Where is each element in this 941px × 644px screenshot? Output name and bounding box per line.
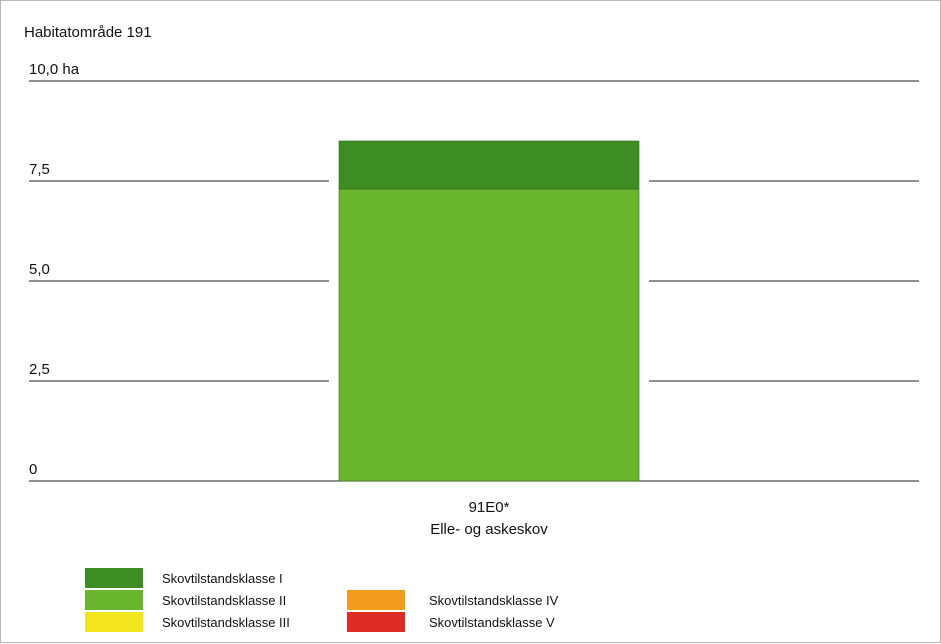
y-tick-label: 2,5 <box>29 361 50 378</box>
category-name: Elle- og askeskov <box>430 521 548 538</box>
chart-title: Habitatområde 191 <box>24 24 152 41</box>
bars <box>338 140 640 482</box>
gridlines: 0 2,5 5,0 7,5 10,0 ha <box>29 61 919 482</box>
legend-label-1: Skovtilstandsklasse I <box>162 571 283 586</box>
legend-swatch-5 <box>347 612 405 632</box>
y-tick-label: 10,0 ha <box>29 61 80 78</box>
category-labels: 91E0* Elle- og askeskov <box>430 499 548 538</box>
legend-swatch-1 <box>85 568 143 588</box>
legend-swatch-2 <box>85 590 143 610</box>
legend-swatch-3 <box>85 612 143 632</box>
legend: Skovtilstandsklasse I Skovtilstandsklasse… <box>85 568 559 632</box>
y-tick-label: 7,5 <box>29 161 50 178</box>
legend-label-4: Skovtilstandsklasse IV <box>429 593 559 608</box>
category-code: 91E0* <box>469 499 510 516</box>
legend-label-2: Skovtilstandsklasse II <box>162 593 286 608</box>
y-tick-label: 0 <box>29 461 37 478</box>
legend-label-5: Skovtilstandsklasse V <box>429 615 555 630</box>
y-tick-label: 5,0 <box>29 261 50 278</box>
bar-segment-2 <box>338 188 640 482</box>
legend-label-3: Skovtilstandsklasse III <box>162 615 290 630</box>
bar-segment-1 <box>338 140 640 190</box>
legend-swatch-4 <box>347 590 405 610</box>
